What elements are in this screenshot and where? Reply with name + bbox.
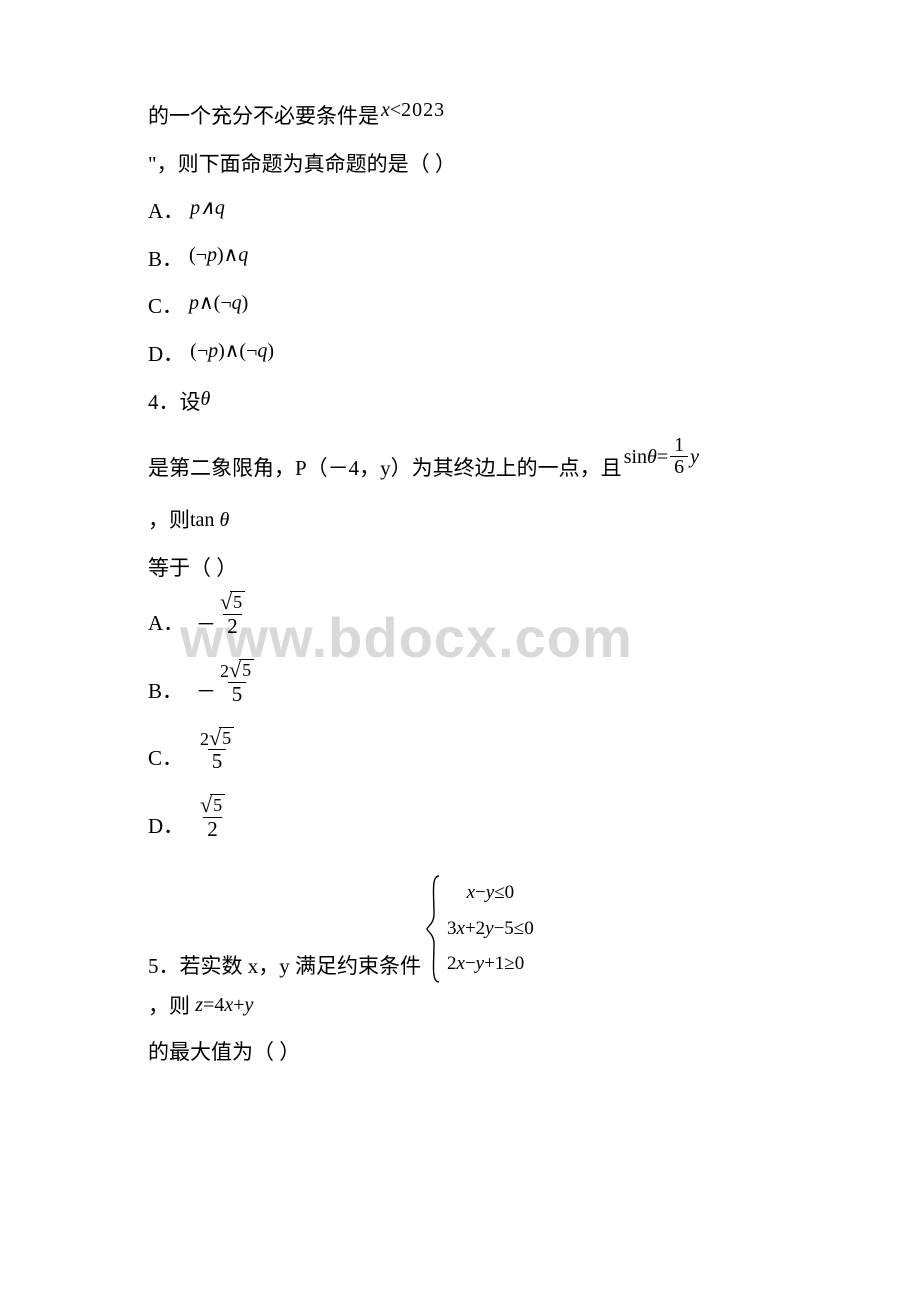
- q4-eq: =: [657, 441, 668, 473]
- q5-c2: 3x+2y−5≤0: [447, 913, 534, 945]
- q4-optA-label: A．: [148, 607, 196, 637]
- q4-optD-label: D．: [148, 810, 196, 840]
- q3-optB-label: B．: [148, 243, 183, 277]
- q4-line3a: ，则: [148, 504, 190, 538]
- q4-optB-coeff: 2: [220, 661, 229, 681]
- q4-optB-sqrt: 5: [239, 659, 254, 682]
- q4-optA: A． － √5 2: [148, 599, 788, 645]
- q4-optC-coeff: 2: [200, 729, 209, 749]
- q4-theta1: θ: [201, 383, 211, 415]
- q4-optD-den: 2: [203, 817, 222, 840]
- q3-optC-expr: p∧(¬q): [189, 287, 248, 319]
- q4-optB-frac: 2√5 5: [218, 659, 256, 705]
- q4-tan: tan θ: [190, 504, 229, 536]
- q4-optC-sqrt: 5: [219, 727, 234, 750]
- q3-optC: C． p∧(¬q): [148, 290, 788, 324]
- q5-cases-body: x−y≤0 3x+2y−5≤0 2x−y+1≥0: [447, 874, 534, 984]
- q4-optA-frac: √5 2: [218, 591, 247, 637]
- q4-line4-text: 等于（ ）: [148, 552, 237, 586]
- q4-optC-frac: 2√5 5: [198, 727, 236, 773]
- q4-line2a: 是第二象限角，P（－4，y）为其终边上的一点，且: [148, 452, 622, 486]
- q4-optB-label: B．: [148, 675, 196, 705]
- q3-line2: "，则下面命题为真命题的是（ ）: [148, 148, 788, 182]
- q3-optA: A． p∧q: [148, 195, 788, 229]
- q4-optD: D． √5 2: [148, 802, 788, 848]
- q4-theta3: θ: [219, 509, 229, 531]
- q4-line2: 是第二象限角，P（－4，y）为其终边上的一点，且 sin θ = 1 6 y: [148, 447, 788, 490]
- q3-tail: "，则下面命题为真命题的是（ ）: [148, 148, 456, 182]
- q3-cond-rhs: 2023: [401, 99, 445, 121]
- q4-y: y: [690, 441, 699, 473]
- brace-icon: [425, 874, 443, 984]
- q3-optA-expr: p∧q: [190, 192, 225, 224]
- q3-optB: B． (¬p)∧q: [148, 243, 788, 277]
- q5-after2: 的最大值为（ ）: [148, 1036, 788, 1070]
- q5-c3: 2x−y+1≥0: [447, 948, 534, 980]
- q4-frac-num: 1: [672, 435, 686, 456]
- q4-optB: B． － 2√5 5: [148, 667, 788, 713]
- q4-optD-frac: √5 2: [198, 794, 227, 840]
- q3-optC-label: C．: [148, 290, 183, 324]
- q5-stem: 5．若实数 x，y 满足约束条件: [148, 950, 421, 980]
- q5-after2-text: 的最大值为（ ）: [148, 1040, 300, 1064]
- q4-optB-sign: －: [196, 675, 216, 704]
- q4-optB-num: 2√5: [218, 659, 256, 682]
- q3-cond: x<2023: [381, 94, 445, 126]
- q4-optD-sqrt: 5: [210, 794, 225, 817]
- q4-optA-sqrt: 5: [230, 591, 245, 614]
- q4-prefix: 4．设: [148, 386, 201, 420]
- q5-after1: ，则 z=4x+y: [148, 990, 788, 1024]
- q4-frac: 1 6: [670, 435, 688, 478]
- q4-optC: C． 2√5 5: [148, 735, 788, 781]
- q5-line1: 5．若实数 x，y 满足约束条件 x−y≤0 3x+2y−5≤0 2x−y+1≥…: [148, 870, 788, 980]
- q4-theta2: θ: [647, 441, 657, 473]
- q4-tan-label: tan: [190, 509, 219, 531]
- q5-c1: x−y≤0: [447, 877, 534, 909]
- q4-optA-den: 2: [223, 614, 242, 637]
- q3-line1: 的一个充分不必要条件是 x<2023: [148, 100, 788, 134]
- q4-line4: 等于（ ）: [148, 552, 788, 586]
- q4-line1: 4．设 θ: [148, 386, 788, 420]
- q4-optA-sign: －: [196, 608, 216, 637]
- q5-after1a: ，则: [148, 994, 190, 1018]
- q4-optB-den: 5: [228, 682, 247, 705]
- q3-optA-label: A．: [148, 195, 184, 229]
- q3-optD-expr: (¬p)∧(¬q): [190, 335, 274, 367]
- q4-frac-den: 6: [670, 456, 688, 478]
- q3-cond-x: x: [381, 99, 390, 121]
- q4-optC-den: 5: [208, 749, 227, 772]
- q3-optD: D． (¬p)∧(¬q): [148, 338, 788, 372]
- q4-optA-num: √5: [218, 591, 247, 614]
- q4-optD-num: √5: [198, 794, 227, 817]
- q4-optC-num: 2√5: [198, 727, 236, 750]
- q5-cases: x−y≤0 3x+2y−5≤0 2x−y+1≥0: [425, 874, 534, 984]
- q3-optD-label: D．: [148, 338, 184, 372]
- q3-pretext: 的一个充分不必要条件是: [148, 100, 379, 134]
- page-content: 的一个充分不必要条件是 x<2023 "，则下面命题为真命题的是（ ） A． p…: [148, 100, 788, 1081]
- q5-z-expr: z=4x+y: [195, 994, 253, 1016]
- q3-optB-expr: (¬p)∧q: [189, 239, 248, 271]
- q4-sin-expr: sin θ = 1 6 y: [624, 435, 699, 478]
- q4-optC-label: C．: [148, 742, 196, 772]
- q4-line3: ，则 tan θ: [148, 504, 788, 538]
- q4-sin-label: sin: [624, 441, 647, 473]
- q3-cond-op: <: [390, 99, 401, 121]
